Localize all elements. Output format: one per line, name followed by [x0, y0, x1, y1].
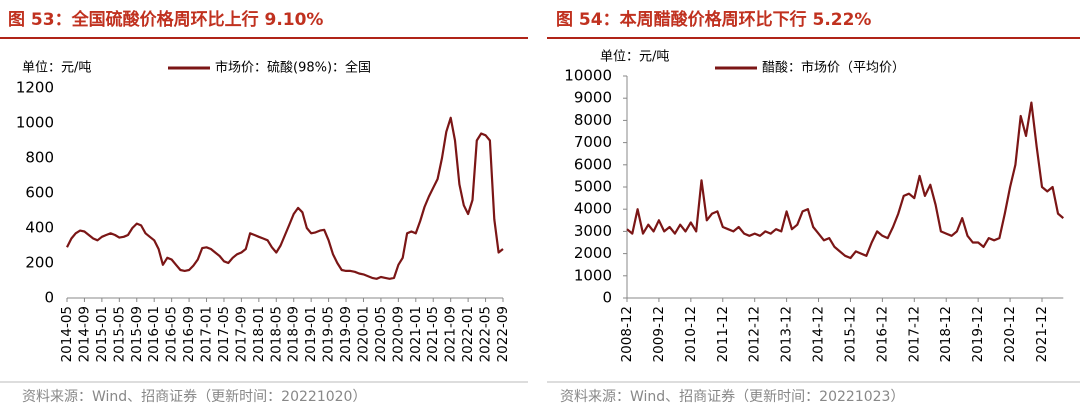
chart-title: 图 54：本周醋酸价格周环比下行 5.22%: [556, 9, 871, 30]
x-tick-label: 2015-12: [842, 306, 858, 362]
series-line: [66, 116, 504, 280]
x-tick-label: 2021-05: [425, 306, 441, 362]
y-tick-label: 10000: [564, 67, 612, 85]
y-tick-label: 8000: [574, 111, 612, 129]
y-tick-label: 1000: [574, 266, 612, 284]
source-note: 资料来源：Wind、招商证券（更新时间：20221023）: [560, 389, 904, 405]
x-tick-label: 2011-12: [715, 306, 731, 362]
x-tick-label: 2013-12: [779, 306, 795, 362]
x-tick-label: 2017-01: [199, 306, 215, 362]
y-tick-label: 600: [25, 184, 54, 202]
x-tick-label: 2016-05: [164, 306, 180, 362]
x-tick-label: 2017-05: [216, 306, 232, 362]
series-line: [626, 101, 1065, 260]
y-tick-label: 9000: [574, 89, 612, 107]
chart-title: 图 53：全国硫酸价格周环比上行 9.10%: [8, 9, 323, 30]
x-tick-label: 2008-12: [619, 306, 635, 362]
unit-label: 单位：元/吨: [600, 50, 669, 65]
x-tick-label: 2014-12: [811, 306, 827, 362]
y-tick-label: 1200: [16, 79, 54, 97]
x-tick-label: 2018-09: [286, 306, 302, 362]
y-tick-label: 400: [25, 219, 54, 237]
y-tick-label: 0: [602, 289, 612, 307]
y-tick-label: 6000: [574, 155, 612, 173]
x-tick-label: 2010-12: [683, 306, 699, 362]
x-tick-label: 2017-09: [233, 306, 249, 362]
x-tick-label: 2019-01: [303, 306, 319, 362]
x-tick-label: 2016-12: [874, 306, 890, 362]
x-tick-label: 2021-01: [408, 306, 424, 362]
legend-label: 市场价：硫酸(98%)：全国: [215, 60, 371, 76]
x-tick-label: 2016-01: [146, 306, 162, 362]
x-tick-label: 2018-05: [268, 306, 284, 362]
y-tick-label: 3000: [574, 222, 612, 240]
x-tick-label: 2020-01: [355, 306, 371, 362]
x-tick-label: 2014-05: [59, 306, 75, 362]
x-tick-label: 2015-09: [129, 306, 145, 362]
x-tick-label: 2019-09: [338, 306, 354, 362]
y-tick-label: 4000: [574, 200, 612, 218]
y-tick-label: 0: [44, 289, 54, 307]
x-tick-label: 2014-09: [76, 306, 92, 362]
x-tick-label: 2012-12: [747, 306, 763, 362]
y-tick-label: 2000: [574, 244, 612, 262]
x-tick-label: 2022-09: [495, 306, 511, 362]
x-tick-label: 2020-05: [373, 306, 389, 362]
x-tick-label: 2009-12: [651, 306, 667, 362]
x-tick-label: 2020-09: [390, 306, 406, 362]
unit-label: 单位：元/吨: [22, 61, 91, 76]
x-tick-label: 2018-12: [938, 306, 954, 362]
y-tick-label: 200: [25, 254, 54, 272]
x-tick-label: 2022-05: [478, 306, 494, 362]
x-tick-label: 2021-09: [443, 306, 459, 362]
x-tick-label: 2015-01: [94, 306, 110, 362]
y-tick-label: 7000: [574, 133, 612, 151]
legend-label: 醋酸：市场价（平均价）: [762, 60, 905, 76]
x-tick-label: 2015-05: [111, 306, 127, 362]
x-tick-label: 2022-01: [460, 306, 476, 362]
x-tick-label: 2021-12: [1034, 306, 1050, 362]
y-tick-label: 1000: [16, 114, 54, 132]
x-tick-label: 2018-01: [251, 306, 267, 362]
x-tick-label: 2019-05: [321, 306, 337, 362]
x-tick-label: 2017-12: [906, 306, 922, 362]
y-tick-label: 5000: [574, 178, 612, 196]
x-tick-label: 2016-09: [181, 306, 197, 362]
source-note: 资料来源：Wind、招商证券（更新时间：20221020）: [22, 389, 366, 405]
x-tick-label: 2019-12: [970, 306, 986, 362]
y-tick-label: 800: [25, 149, 54, 167]
x-tick-label: 2020-12: [1002, 306, 1018, 362]
